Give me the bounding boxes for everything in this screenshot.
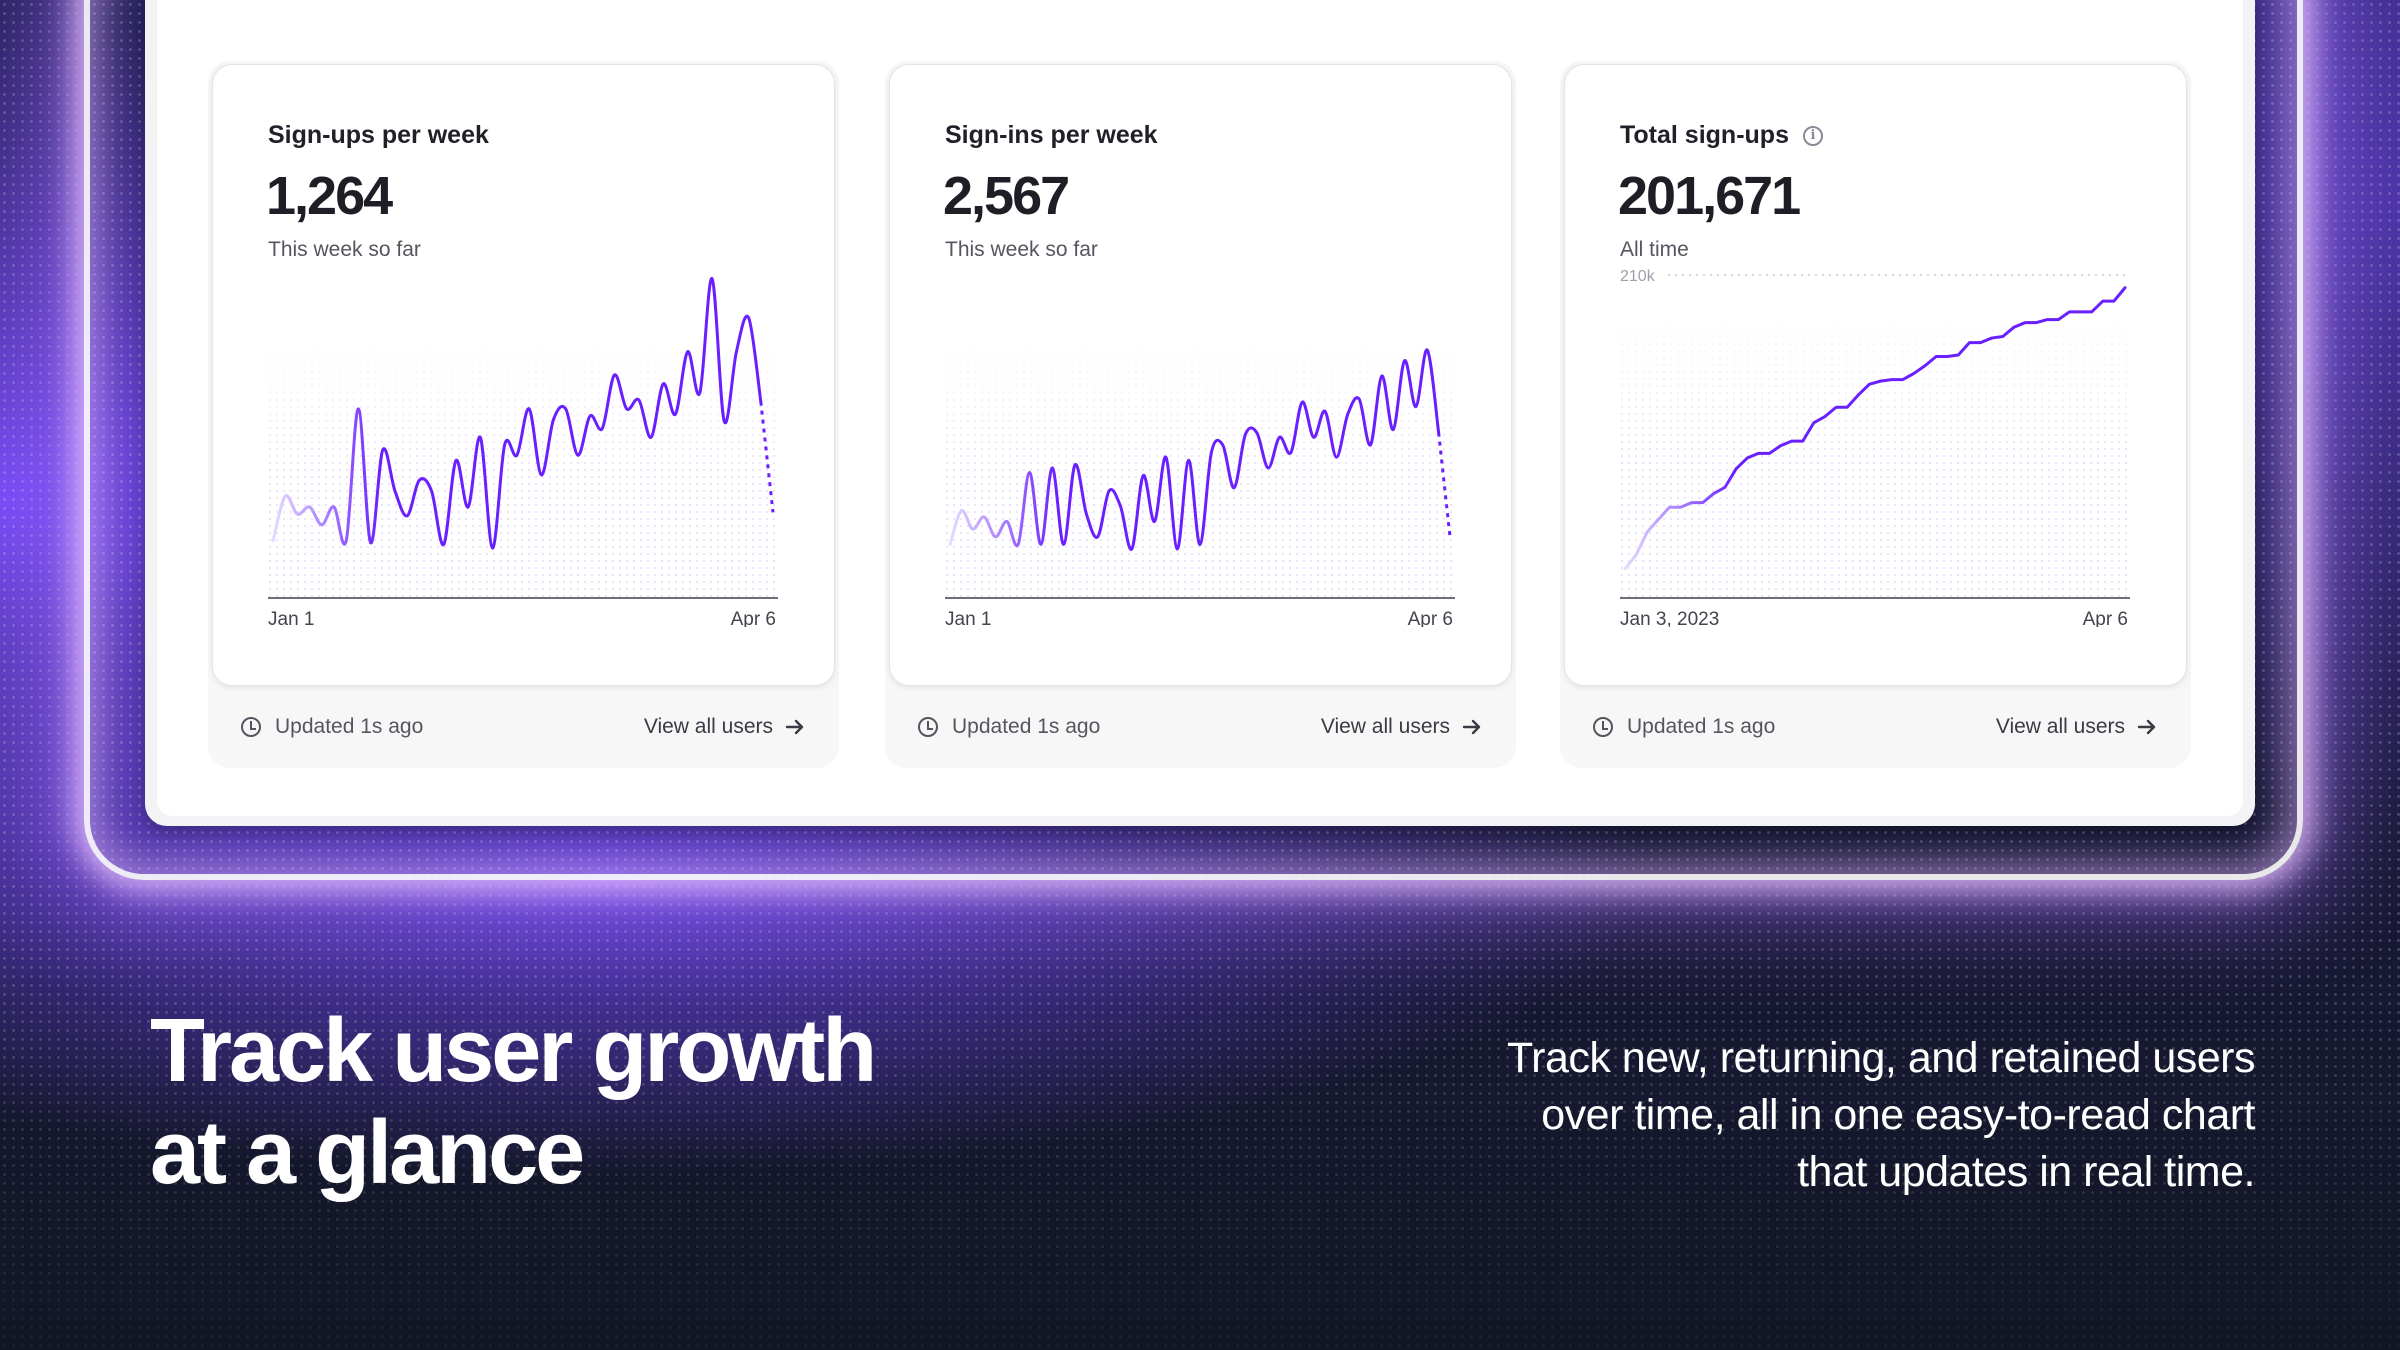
headline-line-1: Track user growth <box>150 1001 877 1101</box>
x-tick-label-end: Apr 6 <box>731 609 776 627</box>
view-all-users-link[interactable]: View all users <box>1321 715 1482 739</box>
card-footer: Updated 1s ago View all users <box>885 709 1516 745</box>
view-all-users-label: View all users <box>1320 715 1450 738</box>
card-title: Total sign-ups i <box>1620 121 1823 150</box>
fill-fade <box>945 345 1455 472</box>
card-body: Total sign-ups i 201,671 All time 210k Jan… <box>1564 64 2187 686</box>
clock-icon <box>918 717 938 737</box>
card-subtitle: All time <box>1620 238 1689 261</box>
headline: Track user growth at a glance <box>150 1000 877 1204</box>
updated-status: Updated 1s ago <box>241 715 423 739</box>
card-body: Sign-ins per week 2,567 This week so far… <box>889 64 1512 686</box>
card-subtitle: This week so far <box>268 238 421 261</box>
arrow-right-icon <box>1462 719 1481 735</box>
x-tick-label-start: Jan 1 <box>945 609 991 627</box>
updated-status: Updated 1s ago <box>918 715 1100 739</box>
line-chart: 210k Jan 3, 2023 Apr 6 <box>1620 268 2130 627</box>
series-line <box>271 277 763 550</box>
card-title-text: Sign-ins per week <box>945 121 1158 149</box>
view-all-users-link[interactable]: View all users <box>1996 715 2157 739</box>
card-title-text: Total sign-ups <box>1620 121 1789 149</box>
line-chart: Jan 1 Apr 6 <box>945 345 1455 627</box>
y-tick-label: 210k <box>1620 268 1656 285</box>
updated-text: Updated 1s ago <box>952 715 1101 738</box>
glow-frame <box>84 0 2303 880</box>
series-line <box>1623 286 2127 571</box>
x-tick-label-end: Apr 6 <box>2083 609 2128 627</box>
updated-text: Updated 1s ago <box>275 715 424 738</box>
line-chart: Jan 1 Apr 6 <box>268 277 778 627</box>
card-title: Sign-ups per week <box>268 121 489 150</box>
x-tick-label-end: Apr 6 <box>1408 609 1453 627</box>
view-all-users-label: View all users <box>1995 715 2125 738</box>
stat-card: Sign-ins per week 2,567 This week so far… <box>885 61 1516 768</box>
card-footer: Updated 1s ago View all users <box>208 709 839 745</box>
card-value: 201,671 <box>1618 166 1801 226</box>
arrow-right-icon <box>2137 719 2156 735</box>
card-title: Sign-ins per week <box>945 121 1158 150</box>
clock-icon <box>241 717 261 737</box>
card-footer: Updated 1s ago View all users <box>1560 709 2191 745</box>
fill-fade <box>1620 316 2130 457</box>
x-tick-label-start: Jan 1 <box>268 609 314 627</box>
card-subtitle: This week so far <box>945 238 1098 261</box>
series-line-partial-week <box>759 401 775 513</box>
stat-card: Total sign-ups i 201,671 All time 210k Jan… <box>1560 61 2191 768</box>
card-title-text: Sign-ups per week <box>268 121 489 149</box>
view-all-users-link[interactable]: View all users <box>644 715 805 739</box>
headline-line-2: at a glance <box>150 1103 585 1203</box>
description: Track new, returning, and retained users… <box>1506 1034 2256 1196</box>
info-icon[interactable]: i <box>1802 125 1823 146</box>
updated-text: Updated 1s ago <box>1627 715 1776 738</box>
card-body: Sign-ups per week 1,264 This week so far… <box>212 64 835 686</box>
clock-icon <box>1593 717 1613 737</box>
arrow-right-icon <box>785 719 804 735</box>
stat-card: Sign-ups per week 1,264 This week so far… <box>208 61 839 768</box>
series-line <box>948 348 1441 551</box>
fill-fade <box>268 345 778 472</box>
view-all-users-label: View all users <box>643 715 773 738</box>
card-value: 1,264 <box>266 166 393 226</box>
card-value: 2,567 <box>943 166 1070 226</box>
x-tick-label-start: Jan 3, 2023 <box>1620 609 1719 627</box>
updated-status: Updated 1s ago <box>1593 715 1775 739</box>
